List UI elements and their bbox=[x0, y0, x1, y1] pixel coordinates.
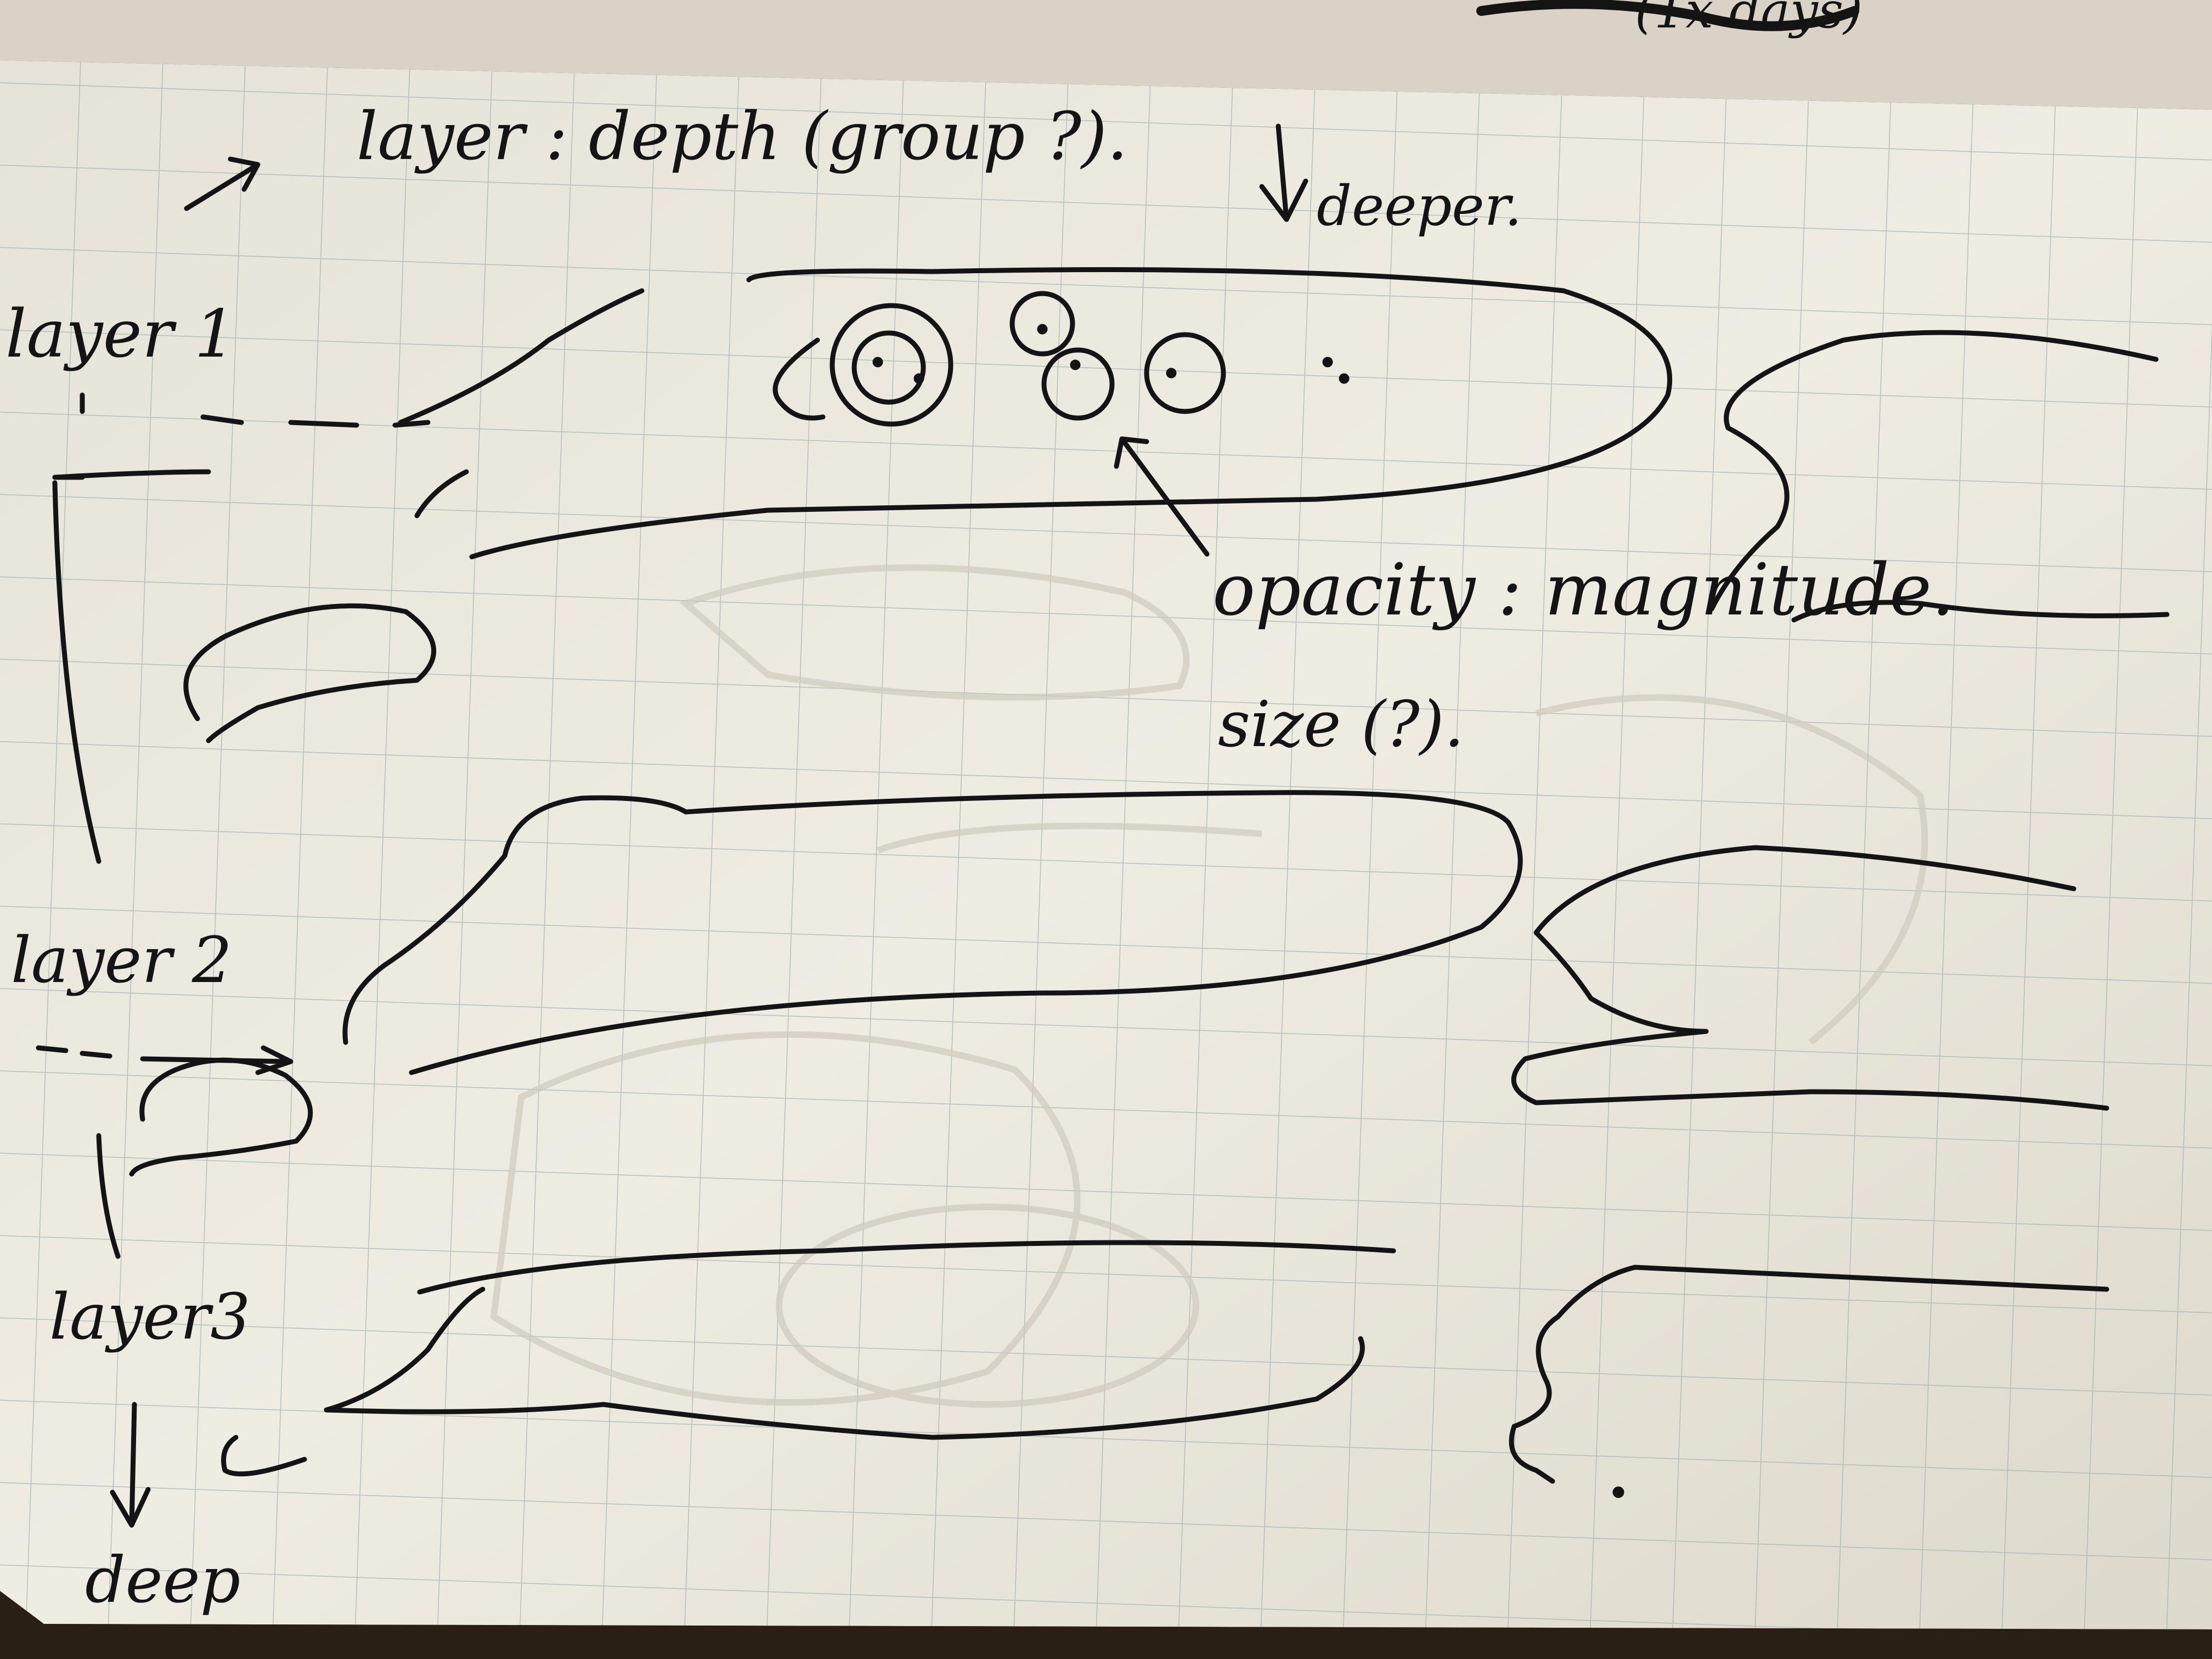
small-hook bbox=[221, 1435, 307, 1477]
graph-paper bbox=[0, 60, 2212, 1659]
layer2-right-wave bbox=[1511, 845, 2109, 1111]
layer1-label: layer 1 bbox=[5, 296, 236, 373]
deeper-note: deeper. bbox=[1317, 174, 1522, 238]
opacity-pointer bbox=[1114, 436, 1210, 557]
deep-arrow-icon bbox=[110, 1402, 151, 1528]
ghost-show-through bbox=[490, 564, 1928, 1408]
layer2-cloud bbox=[342, 790, 1523, 1075]
top-corner-note: (1x days) bbox=[1635, 0, 1863, 40]
deep-label: deep bbox=[85, 1544, 240, 1617]
layer1-right-wave bbox=[1709, 330, 2159, 612]
layer1-oval bbox=[469, 267, 1673, 560]
deeper-arrow-icon bbox=[1259, 123, 1308, 222]
layer2-label: layer 2 bbox=[11, 924, 232, 997]
layer3-cloud bbox=[417, 1240, 1396, 1295]
layer3-right-wave bbox=[1509, 1265, 2109, 1484]
opacity-note: opacity : magnitude. bbox=[1212, 548, 1954, 631]
layer1-points bbox=[772, 291, 1350, 427]
ink-sketch bbox=[36, 123, 2170, 1528]
title-note: layer : depth (group ?). bbox=[357, 99, 1128, 175]
annotations: layer : depth (group ?). deeper. opacity… bbox=[5, 99, 1954, 1617]
size-note: size (?). bbox=[1218, 688, 1464, 761]
layer3-label: layer3 bbox=[49, 1280, 251, 1354]
small-blob-2 bbox=[129, 1057, 313, 1177]
top-sheet: (1x days) bbox=[0, 0, 2212, 110]
layer1-left-hump bbox=[398, 288, 645, 425]
arrow-top-left-icon bbox=[184, 156, 261, 211]
small-blob-1 bbox=[183, 603, 437, 743]
